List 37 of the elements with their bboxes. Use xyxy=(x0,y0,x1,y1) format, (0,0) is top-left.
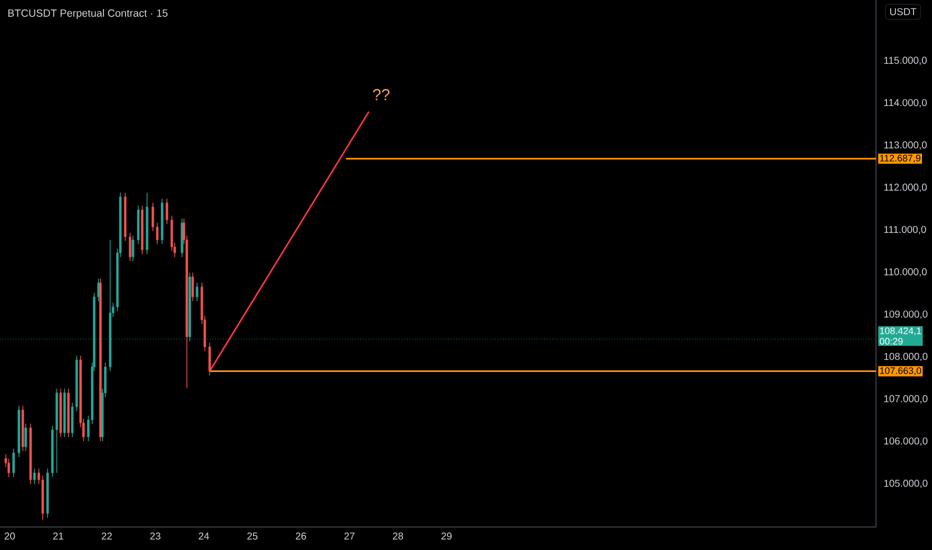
y-tick-label: 109.000,0 xyxy=(884,310,928,319)
y-tick-label: 108.000,0 xyxy=(884,352,928,362)
candlestick xyxy=(12,448,15,478)
y-tick-label: 113.000,0 xyxy=(884,141,927,150)
text: BTCUSDT Perpetual Contract · 15 xyxy=(8,9,168,19)
text: 00:29 xyxy=(880,338,903,345)
x-tick-label: 22 xyxy=(102,532,112,540)
x-tick-label: 24 xyxy=(198,532,210,540)
x-tick-label: 26 xyxy=(296,532,306,540)
candlestick xyxy=(24,423,27,452)
x-tick-label: 25 xyxy=(247,532,258,540)
candlestick xyxy=(196,282,198,302)
candlestick xyxy=(132,235,134,262)
y-tick-label: 106.000,0 xyxy=(884,437,928,446)
x-tick-label: 27 xyxy=(344,532,354,540)
x-tick-label: 28 xyxy=(392,532,404,540)
y-axis-title: USDT xyxy=(890,8,916,16)
ref-line-label: 108.424,1 xyxy=(880,327,922,336)
annotation: ?? xyxy=(373,89,390,100)
x-tick-label: 29 xyxy=(441,532,452,540)
x-tick-label: 21 xyxy=(53,532,64,540)
candlestick xyxy=(128,232,132,262)
y-tick-label: 114.000,0 xyxy=(884,99,927,108)
candlestick xyxy=(191,272,194,302)
candlestick xyxy=(8,458,10,478)
candlestick xyxy=(166,198,168,225)
y-tick-label: 111.000,0 xyxy=(884,226,926,234)
y-tick-label: 112.000,0 xyxy=(884,184,927,192)
data-label: 107.663,0 xyxy=(880,367,922,376)
data-label: 112.687,9 xyxy=(880,154,920,163)
candlestick xyxy=(33,468,36,484)
y-tick-label: 110.000,0 xyxy=(884,268,927,277)
x-tick-label: 23 xyxy=(150,532,160,540)
y-tick-label: 105.000,0 xyxy=(884,480,928,488)
y-tick-label: 115.000,0 xyxy=(884,56,927,66)
y-tick-label: 107.000,0 xyxy=(884,395,928,404)
x-tick-label: 20 xyxy=(4,532,15,540)
